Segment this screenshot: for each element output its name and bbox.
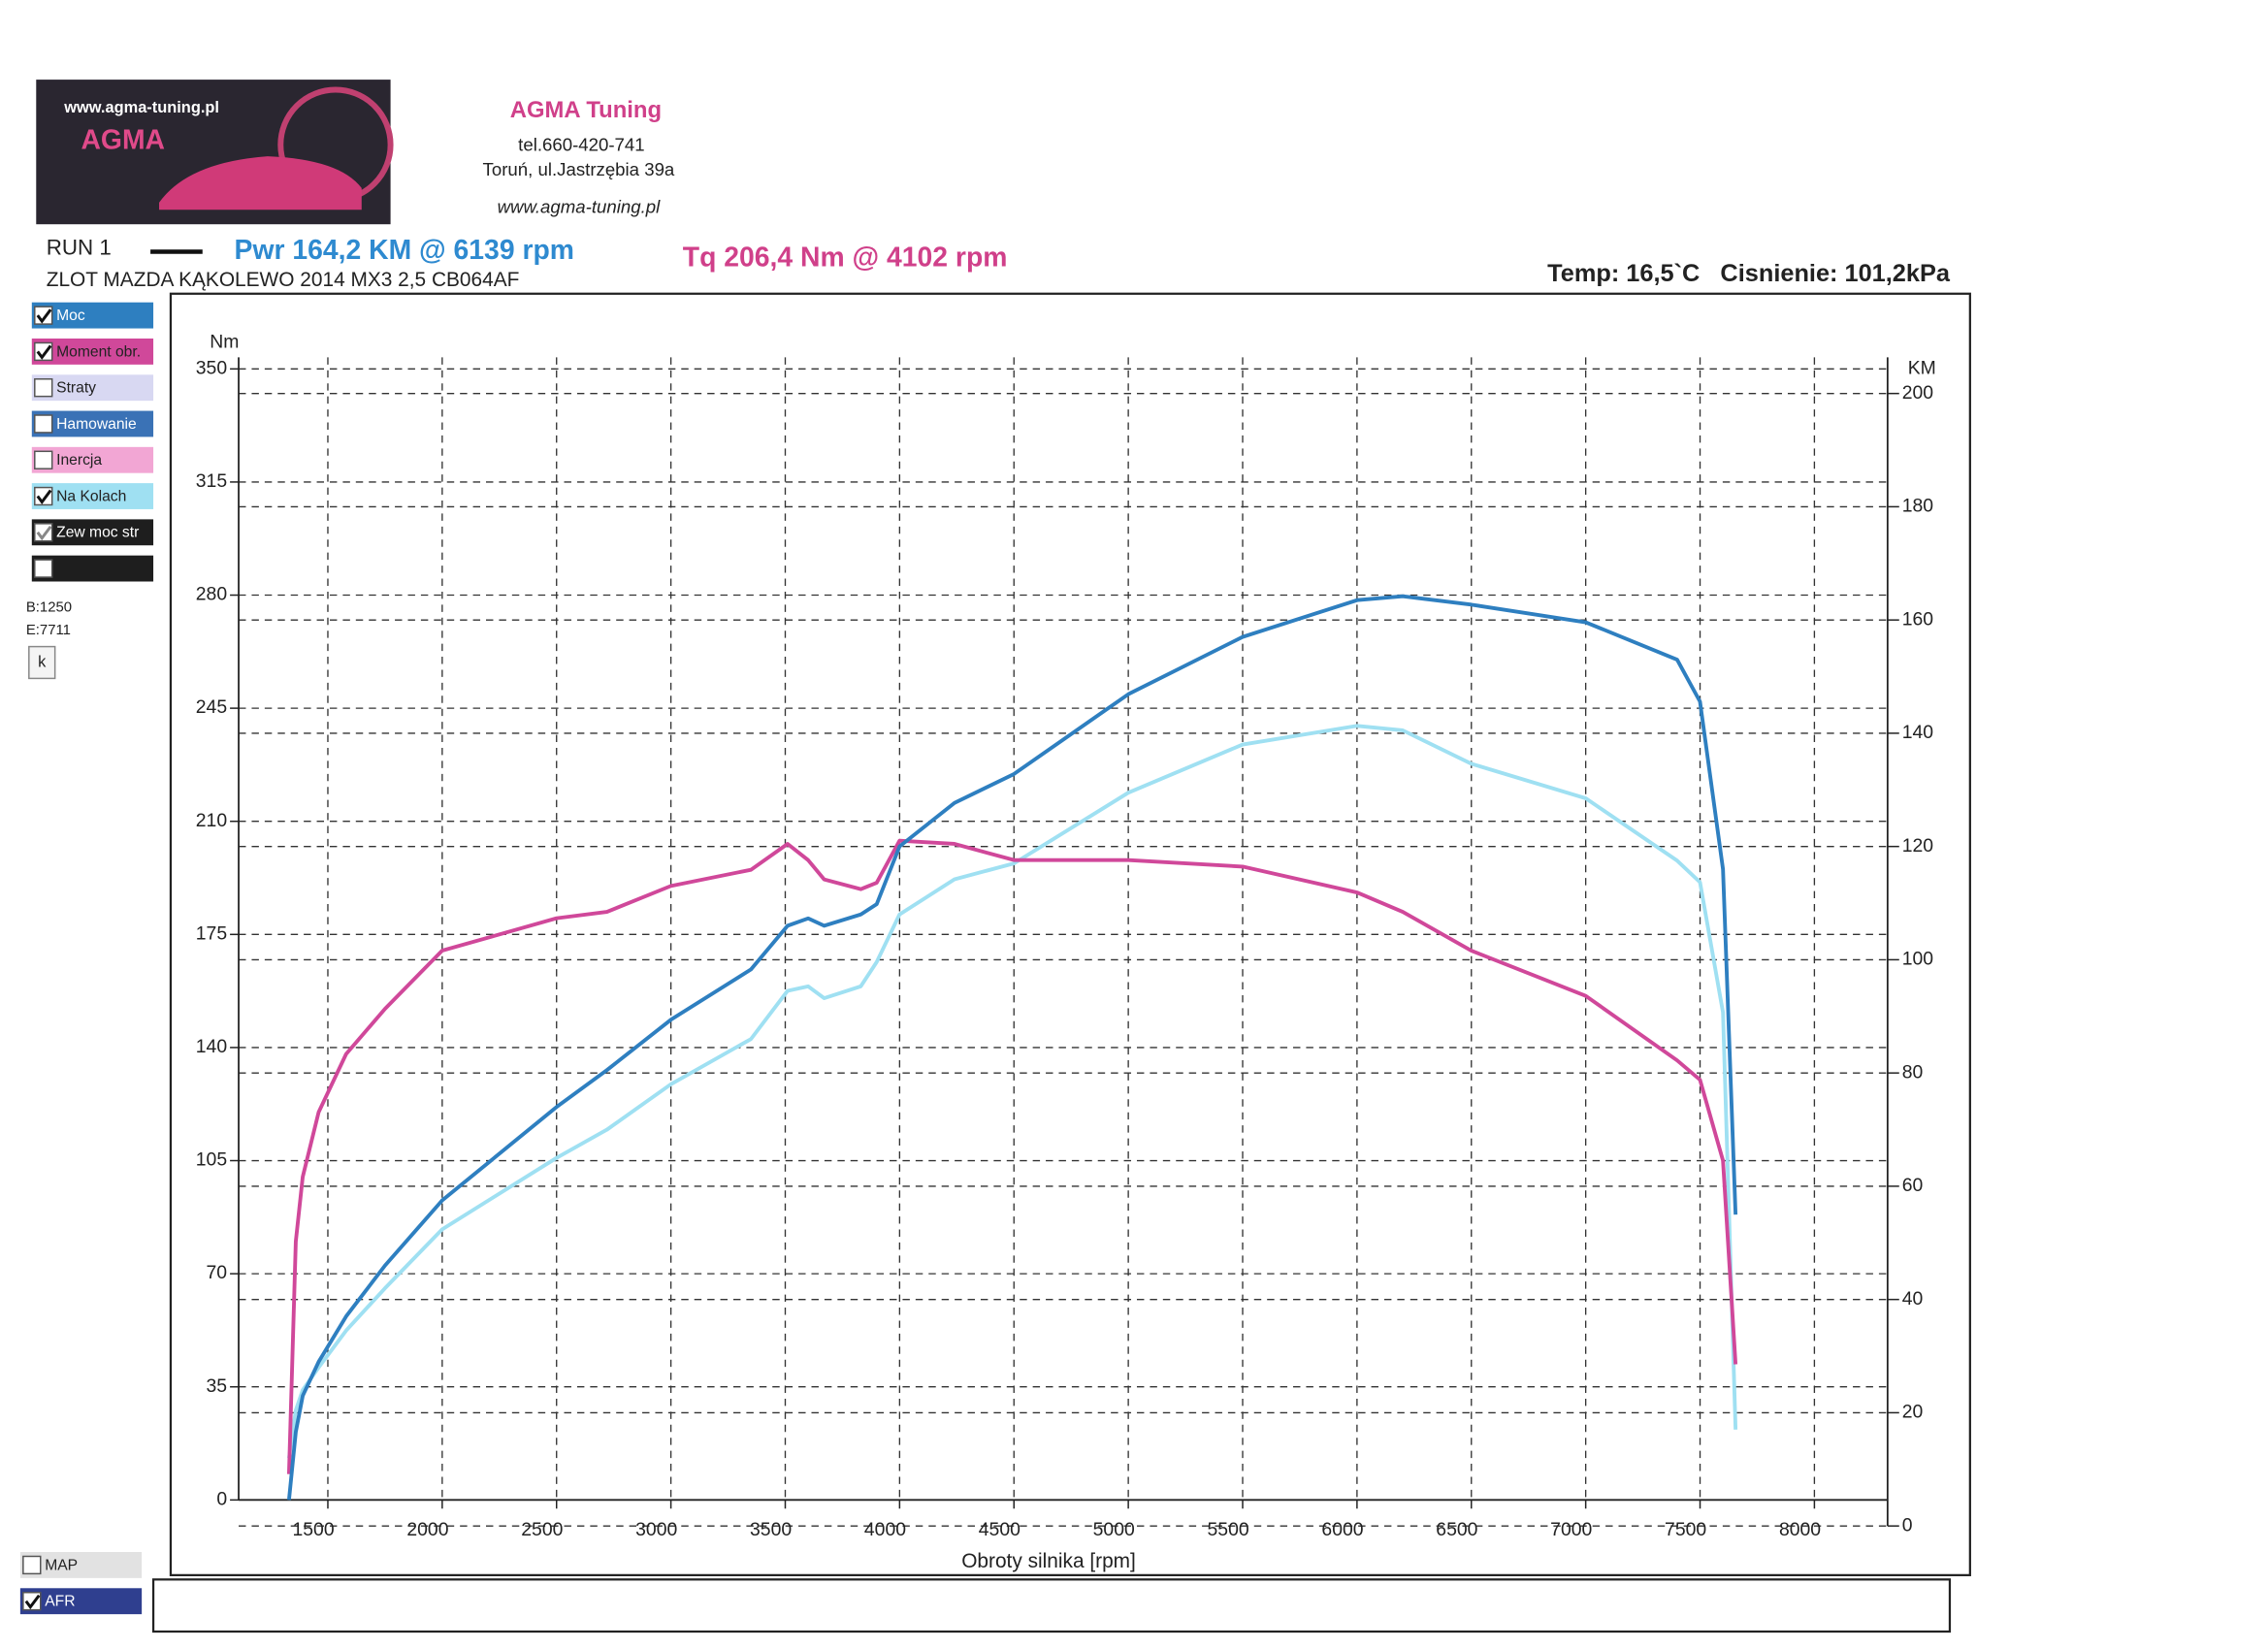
brand: AGMA Tuning <box>510 97 662 123</box>
checkbox[interactable] <box>22 1555 42 1575</box>
y2-tick-label: 0 <box>1902 1514 1913 1536</box>
run-name: RUN 1 <box>47 235 112 259</box>
conditions: Temp: 16,5`C Cisnienie: 101,2kPa <box>1547 260 1951 287</box>
chart-frame <box>169 292 1971 1576</box>
x-tick-label: 8000 <box>1779 1519 1821 1540</box>
peak-torque: Tq 206,4 Nm @ 4102 rpm <box>683 242 1008 273</box>
logo-url: www.agma-tuning.pl <box>63 99 219 116</box>
y2-tick-label: 180 <box>1902 496 1934 517</box>
y2-tick-label: 200 <box>1902 382 1934 404</box>
x-tick-label: 6500 <box>1436 1519 1477 1540</box>
x-tick-label: 6000 <box>1321 1519 1363 1540</box>
channel-label[interactable]: Moc <box>56 307 85 324</box>
k-button-label[interactable]: k <box>38 653 47 670</box>
y-tick-label: 210 <box>196 810 228 831</box>
x-tick-label: 7000 <box>1550 1519 1592 1540</box>
checkmark[interactable] <box>36 489 52 504</box>
y-tick-label: 0 <box>216 1488 227 1509</box>
channel-label[interactable]: Hamowanie <box>56 416 137 433</box>
y-tick-label: 70 <box>207 1262 228 1283</box>
website: www.agma-tuning.pl <box>498 197 662 217</box>
y-tick-label: 280 <box>196 584 228 605</box>
logo-car <box>159 156 362 210</box>
x-tick-label: 5500 <box>1208 1519 1249 1540</box>
y2-tick-label: 100 <box>1902 949 1934 970</box>
channel-label[interactable]: Moment obr. <box>56 343 141 360</box>
y2-tick-label: 40 <box>1902 1288 1924 1310</box>
y-tick-label: 105 <box>196 1149 227 1171</box>
checkmark[interactable] <box>36 308 52 324</box>
afr-panel <box>151 1578 1952 1633</box>
channel-label[interactable]: Straty <box>56 380 96 397</box>
phone: tel.660-420-741 <box>518 135 644 155</box>
address: Toruń, ul.Jastrzębia 39a <box>483 159 675 179</box>
y2-tick-label: 160 <box>1902 608 1934 630</box>
channel-label[interactable]: Zew moc str <box>56 525 139 541</box>
checkbox[interactable] <box>34 414 53 434</box>
run-description: ZLOT MAZDA KĄKOLEWO 2014 MX3 2,5 CB064AF <box>47 269 520 291</box>
x-tick-label: 4500 <box>979 1519 1021 1540</box>
y2-tick-label: 80 <box>1902 1061 1924 1083</box>
checkbox[interactable] <box>22 1592 42 1611</box>
y-tick-label: 245 <box>196 696 227 718</box>
x-tick-label: 5000 <box>1093 1519 1135 1540</box>
checkmark[interactable] <box>36 525 52 541</box>
channel-label[interactable]: MAP <box>45 1557 78 1573</box>
x-tick-label: 4000 <box>864 1519 906 1540</box>
y2-tick-label: 120 <box>1902 835 1934 857</box>
x-axis-label: Obroty silnika [rpm] <box>961 1550 1136 1572</box>
y2-tick-label: 60 <box>1902 1175 1924 1196</box>
channel-label[interactable]: AFR <box>45 1594 75 1610</box>
x-tick-label: 7500 <box>1665 1519 1706 1540</box>
series-line <box>286 724 1738 1459</box>
checkmark[interactable] <box>24 1594 41 1610</box>
k-button[interactable] <box>28 645 56 680</box>
y-tick-label: 140 <box>196 1036 228 1057</box>
logo-name: AGMA <box>81 125 165 156</box>
y2-tick-label: 20 <box>1902 1402 1924 1423</box>
x-tick-label: 3500 <box>750 1519 792 1540</box>
y-tick-label: 175 <box>196 922 227 944</box>
checkbox[interactable] <box>34 450 53 469</box>
series-line <box>286 594 1738 1501</box>
series-line <box>286 838 1738 1474</box>
y-axis-label: Nm <box>210 332 239 353</box>
y-tick-label: 350 <box>196 357 228 378</box>
x-tick-label: 2500 <box>521 1519 563 1540</box>
channel-label[interactable]: Na Kolach <box>56 488 126 504</box>
checkbox[interactable] <box>34 378 53 398</box>
checkmark[interactable] <box>36 344 52 360</box>
x-tick-label: 3000 <box>635 1519 677 1540</box>
y2-axis-label: KM <box>1908 357 1936 378</box>
channel-label[interactable]: Inercja <box>56 452 102 469</box>
checkbox[interactable] <box>34 559 53 578</box>
peak-power: Pwr 164,2 KM @ 6139 rpm <box>235 235 574 266</box>
x-tick-label: 2000 <box>406 1519 448 1540</box>
y-tick-label: 315 <box>196 470 227 492</box>
begin-rpm: B:1250 <box>26 599 72 615</box>
x-tick-label: 1500 <box>293 1519 335 1540</box>
y2-tick-label: 140 <box>1902 722 1934 743</box>
end-rpm: E:7711 <box>26 623 71 638</box>
y-tick-label: 35 <box>207 1375 228 1397</box>
